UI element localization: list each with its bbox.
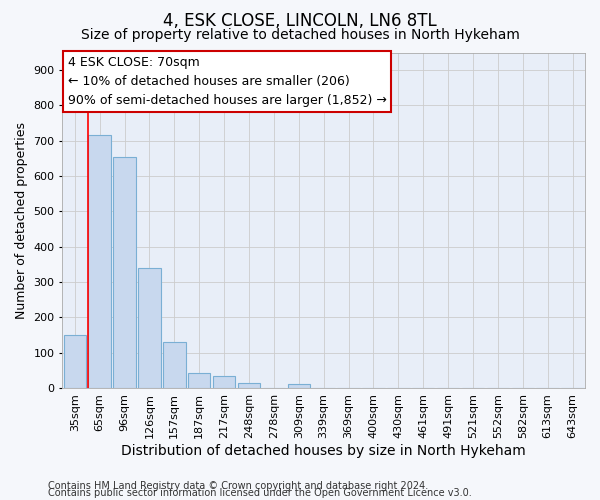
Bar [238, 384, 260, 388]
Text: 4 ESK CLOSE: 70sqm
← 10% of detached houses are smaller (206)
90% of semi-detach: 4 ESK CLOSE: 70sqm ← 10% of detached hou… [68, 56, 386, 107]
Y-axis label: Number of detached properties: Number of detached properties [15, 122, 28, 318]
Bar [113, 156, 136, 388]
Bar [163, 342, 185, 388]
Text: Size of property relative to detached houses in North Hykeham: Size of property relative to detached ho… [80, 28, 520, 42]
Bar [287, 384, 310, 388]
Bar [64, 335, 86, 388]
Bar [213, 376, 235, 388]
Text: Contains public sector information licensed under the Open Government Licence v3: Contains public sector information licen… [48, 488, 472, 498]
Bar [138, 268, 161, 388]
Text: Contains HM Land Registry data © Crown copyright and database right 2024.: Contains HM Land Registry data © Crown c… [48, 481, 428, 491]
Bar [188, 373, 211, 388]
Text: 4, ESK CLOSE, LINCOLN, LN6 8TL: 4, ESK CLOSE, LINCOLN, LN6 8TL [163, 12, 437, 30]
X-axis label: Distribution of detached houses by size in North Hykeham: Distribution of detached houses by size … [121, 444, 526, 458]
Bar [88, 136, 111, 388]
